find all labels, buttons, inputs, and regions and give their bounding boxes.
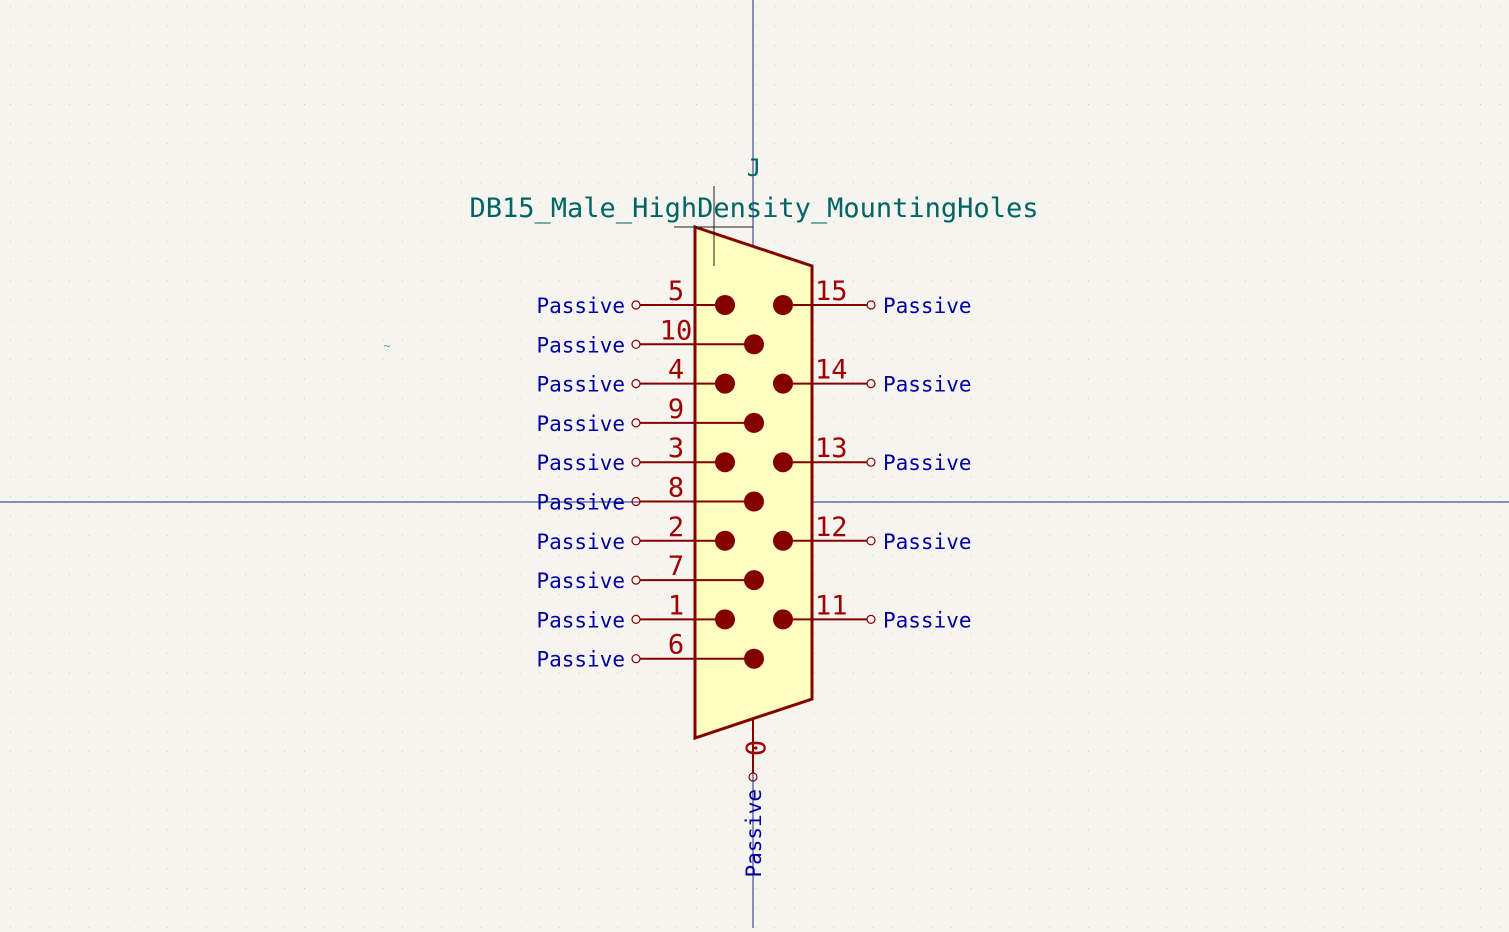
pin-contact-dot [773, 373, 793, 394]
pin-type: Passive [536, 412, 625, 436]
pin-endpoint[interactable] [866, 379, 876, 389]
pin-type: Passive [536, 569, 625, 593]
pin-type: Passive [536, 608, 625, 632]
hidden-field-marker: ~ [383, 339, 390, 353]
pin-contact-dot [715, 609, 735, 630]
pin-6[interactable]: 6 Passive [536, 630, 764, 672]
pin-0[interactable]: 0 Passive [739, 719, 770, 878]
pin-contact-dot [715, 373, 735, 394]
pin-type: Passive [536, 333, 625, 357]
pin-endpoint[interactable] [631, 575, 641, 585]
pin-number: 15 [815, 276, 848, 307]
pin-number: 9 [668, 394, 684, 425]
pin-endpoint[interactable] [631, 300, 641, 310]
pin-endpoint[interactable] [866, 536, 876, 546]
left-pins: 5 Passive 10 Passive 4 Passive 9 Passive 3 Passiv… [536, 276, 764, 672]
symbol-value[interactable]: DB15_Male_HighDensity_MountingHoles [470, 193, 1039, 224]
right-pins: 15 Passive 14 Passive 13 Passive 12 Passive 11 Pa… [773, 276, 972, 632]
pin-number: 7 [668, 551, 684, 582]
pin-14[interactable]: 14 Passive [773, 355, 972, 397]
pin-10[interactable]: 10 Passive [536, 315, 764, 357]
pin-1[interactable]: 1 Passive [536, 590, 735, 632]
pin-4[interactable]: 4 Passive [536, 355, 735, 397]
pin-type: Passive [883, 608, 972, 632]
pin-contact-dot [744, 491, 764, 512]
pin-endpoint[interactable] [866, 457, 876, 467]
pin-type: Passive [883, 373, 972, 397]
pin-type: Passive [536, 373, 625, 397]
pin-contact-dot [773, 452, 793, 473]
pin-8[interactable]: 8 Passive [536, 473, 764, 515]
pin-number: 3 [668, 433, 684, 464]
pin-endpoint[interactable] [631, 457, 641, 467]
pin-3[interactable]: 3 Passive [536, 433, 735, 475]
pin-endpoint[interactable] [631, 654, 641, 664]
pin-contact-dot [744, 334, 764, 355]
pin-endpoint[interactable] [631, 339, 641, 349]
pin-contact-dot [715, 452, 735, 473]
pin-endpoint[interactable] [866, 614, 876, 625]
pin-number: 2 [668, 512, 684, 543]
pin-endpoint[interactable] [631, 536, 641, 546]
pin-endpoint[interactable] [631, 614, 641, 625]
bottom-pins: 0 Passive [739, 719, 770, 878]
pin-11[interactable]: 11 Passive [773, 590, 972, 632]
pin-contact-dot [773, 530, 793, 551]
pin-type: Passive [883, 530, 972, 554]
pin-number: 14 [815, 355, 848, 386]
pin-number: 8 [668, 473, 684, 504]
pin-contact-dot [773, 295, 793, 315]
pin-number: 13 [815, 433, 848, 464]
pin-contact-dot [715, 530, 735, 551]
pin-number: 11 [815, 590, 848, 621]
pin-2[interactable]: 2 Passive [536, 512, 735, 554]
pin-type: Passive [883, 451, 972, 475]
pin-endpoint[interactable] [631, 418, 641, 428]
reference-designator[interactable]: J [747, 154, 761, 182]
pin-type: Passive [536, 451, 625, 475]
pin-contact-dot [773, 609, 793, 630]
pin-7[interactable]: 7 Passive [536, 551, 764, 593]
pin-type: Passive [536, 530, 625, 554]
pin-contact-dot [715, 295, 735, 315]
pin-type: Passive [536, 294, 625, 318]
pin-number: 6 [668, 630, 684, 661]
pin-contact-dot [744, 648, 764, 669]
pin-type: Passive [536, 648, 625, 672]
pin-9[interactable]: 9 Passive [536, 394, 764, 436]
pin-15[interactable]: 15 Passive [773, 276, 972, 318]
pin-type: Passive [883, 294, 972, 318]
pin-number: 1 [668, 590, 684, 621]
pin-contact-dot [744, 412, 764, 433]
pin-number: 10 [660, 315, 693, 346]
pin-number: 0 [739, 740, 770, 756]
pin-endpoint[interactable] [631, 496, 641, 507]
pin-endpoint[interactable] [748, 772, 758, 782]
pin-number: 5 [668, 276, 684, 307]
pin-number: 12 [815, 512, 848, 543]
pin-endpoint[interactable] [631, 379, 641, 389]
pin-12[interactable]: 12 Passive [773, 512, 972, 554]
pin-13[interactable]: 13 Passive [773, 433, 972, 475]
pin-type: Passive [536, 491, 625, 515]
pin-endpoint[interactable] [866, 300, 876, 310]
pin-contact-dot [744, 570, 764, 591]
pin-5[interactable]: 5 Passive [536, 276, 735, 318]
pin-type: Passive [742, 789, 766, 878]
pin-number: 4 [668, 355, 684, 386]
